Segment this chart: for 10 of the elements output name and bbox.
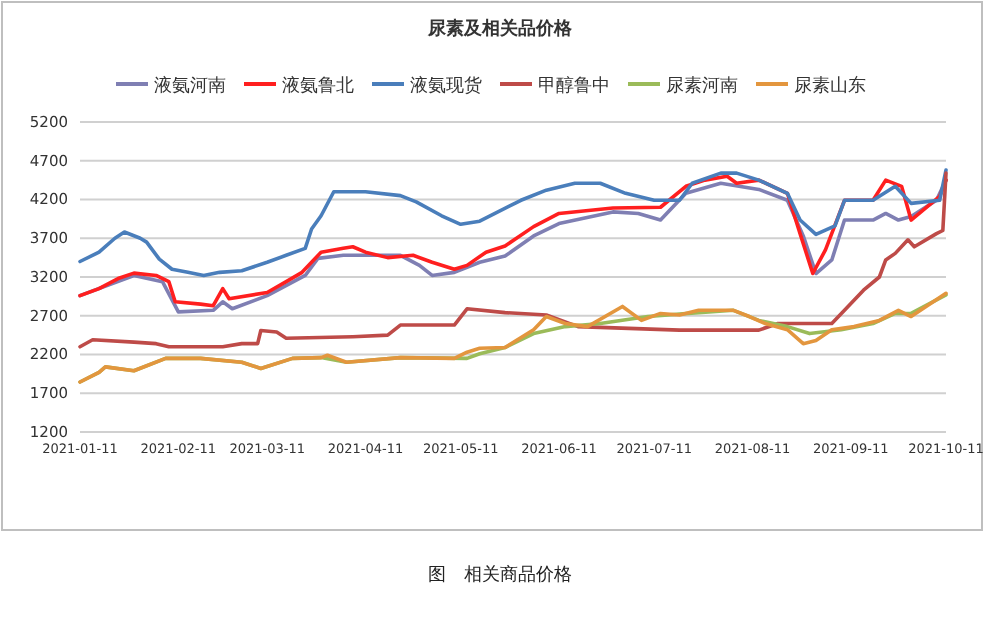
legend-label: 尿素河南: [666, 75, 738, 97]
legend-label: 甲醇鲁中: [538, 75, 610, 97]
legend-label: 液氨河南: [154, 75, 226, 97]
chart-title: 尿素及相关品价格: [426, 18, 574, 40]
line-series: [78, 171, 948, 349]
line-series: [78, 168, 948, 278]
legend-label: 液氨鲁北: [282, 75, 354, 97]
text: 图 相关商品价格: [428, 564, 572, 586]
legend-label: 尿素山东: [794, 75, 866, 97]
legend-label: 液氨现货: [410, 75, 482, 97]
